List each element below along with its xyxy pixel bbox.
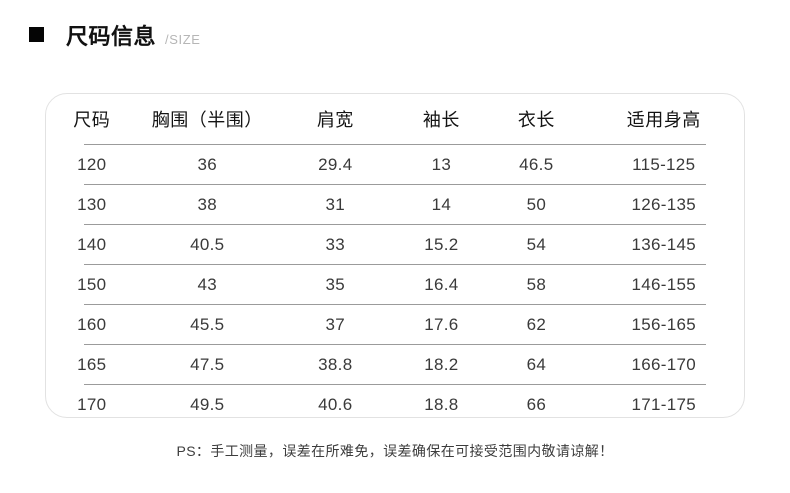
cell-sleeve: 17.6 [393,304,490,345]
cell-shoulder: 37 [277,304,394,345]
cell-length: 58 [489,264,584,305]
cell-length: 62 [489,304,584,345]
cell-height: 136-145 [583,224,744,265]
cell-sleeve: 15.2 [393,224,490,265]
cell-shoulder: 35 [277,264,394,305]
cell-sleeve: 13 [393,144,490,185]
cell-bust: 38 [137,184,278,225]
cell-shoulder: 29.4 [277,144,394,185]
page-subtitle: /SIZE [165,32,201,47]
table-header-row: 尺码 胸围（半围） 肩宽 袖长 衣长 适用身高 [46,94,744,145]
cell-bust: 49.5 [137,384,278,424]
size-table-card: 尺码 胸围（半围） 肩宽 袖长 衣长 适用身高 120 36 29.4 13 46.5 1… [45,93,745,424]
cell-bust: 36 [137,144,278,185]
cell-size: 120 [46,144,138,185]
cell-size: 170 [46,384,138,424]
cell-height: 171-175 [583,384,744,424]
table-row: 130 38 31 14 50 126-135 [46,184,744,225]
table-row: 160 45.5 37 17.6 62 156-165 [46,304,744,345]
cell-sleeve: 14 [393,184,490,225]
cell-size: 140 [46,224,138,265]
cell-sleeve: 18.2 [393,344,490,385]
column-header-bust: 胸围（半围） [151,110,263,130]
cell-length: 66 [489,384,584,424]
table-row: 150 43 35 16.4 58 146-155 [46,264,744,305]
cell-length: 54 [489,224,584,265]
column-header-length: 衣长 [517,110,555,130]
page-title: 尺码信息 [66,24,157,49]
cell-shoulder: 38.8 [277,344,394,385]
table-row: 165 47.5 38.8 18.2 64 166-170 [46,344,744,385]
cell-shoulder: 33 [277,224,394,265]
column-header-height: 适用身高 [626,110,701,130]
cell-size: 130 [46,184,138,225]
cell-length: 50 [489,184,584,225]
cell-shoulder: 40.6 [277,384,394,424]
cell-height: 146-155 [583,264,744,305]
square-bullet-icon [29,27,44,42]
cell-length: 64 [489,344,584,385]
cell-sleeve: 16.4 [393,264,490,305]
size-table: 尺码 胸围（半围） 肩宽 袖长 衣长 适用身高 120 36 29.4 13 46.5 1… [46,94,744,424]
section-heading: 尺码信息 /SIZE [29,26,201,48]
column-header-size: 尺码 [73,110,111,130]
cell-bust: 43 [137,264,278,305]
table-header: 尺码 胸围（半围） 肩宽 袖长 衣长 适用身高 [46,94,744,145]
table-row: 120 36 29.4 13 46.5 115-125 [46,144,744,185]
cell-bust: 47.5 [137,344,278,385]
cell-size: 150 [46,264,138,305]
table-row: 170 49.5 40.6 18.8 66 171-175 [46,384,744,424]
table-body: 120 36 29.4 13 46.5 115-125 130 38 31 14 50 126-135… [46,144,744,424]
column-header-shoulder: 肩宽 [316,110,354,130]
cell-bust: 40.5 [137,224,278,265]
cell-bust: 45.5 [137,304,278,345]
cell-size: 165 [46,344,138,385]
measurement-disclaimer: PS：手工测量，误差在所难免，误差确保在可接受范围内敬请谅解！ [176,443,614,459]
cell-height: 115-125 [583,144,744,185]
column-header-sleeve: 袖长 [422,110,460,130]
table-row: 140 40.5 33 15.2 54 136-145 [46,224,744,265]
cell-length: 46.5 [489,144,584,185]
cell-height: 126-135 [583,184,744,225]
cell-sleeve: 18.8 [393,384,490,424]
cell-size: 160 [46,304,138,345]
cell-shoulder: 31 [277,184,394,225]
cell-height: 156-165 [583,304,744,345]
cell-height: 166-170 [583,344,744,385]
